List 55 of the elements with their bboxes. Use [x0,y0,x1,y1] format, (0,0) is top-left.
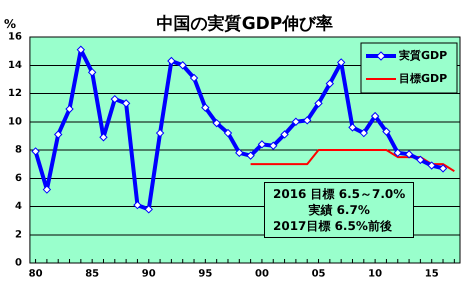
point [122,99,130,108]
point [110,95,119,104]
y-tick-label: 12 [8,88,22,100]
point [54,130,62,138]
point [326,80,334,88]
y-tick-label: 4 [14,201,22,212]
point [133,201,142,210]
point [201,104,210,112]
y-tick-label: 10 [8,116,22,128]
point [416,156,424,164]
point [269,142,278,150]
point [394,148,402,157]
y-axis-title: % [4,17,16,32]
x-tick-label: 95 [198,268,212,280]
point [178,61,187,70]
x-tick-label: 90 [142,268,156,280]
point [371,112,380,120]
x-tick-label: 85 [85,268,100,280]
point [246,152,255,160]
point [439,164,448,172]
y-tick-label: 8 [14,144,22,156]
point [405,150,414,158]
point [190,74,198,82]
legend-label: 実質GDP [398,48,448,62]
chart-title: 中国の実質GDP伸び率 [156,14,334,34]
point [235,148,244,157]
y-tick-label: 2 [14,229,22,240]
x-tick-label: 80 [28,268,43,280]
x-tick-label: 00 [254,268,269,280]
annotation: 実績 6.7% [307,202,371,218]
x-tick-label: 10 [368,268,382,280]
point [428,162,436,170]
point [292,118,300,126]
point [382,128,390,136]
point [360,129,368,138]
x-tick-label: 15 [424,268,439,280]
point [303,116,312,124]
point [32,147,40,156]
annotation: 2016 目標 6.5～7.0% [273,186,406,202]
y-tick-label: 6 [14,172,22,184]
point [224,129,232,138]
point [88,68,96,76]
point [337,58,346,66]
annotation: 2017目標 6.5%前後 [273,218,393,234]
legend-label: 目標GDP [399,72,448,85]
point [212,119,221,128]
x-tick-label: 05 [312,268,326,280]
point [314,99,323,108]
y-tick-label: 16 [8,32,22,43]
point [258,140,266,148]
point [280,130,289,138]
y-tick-label: 14 [8,60,22,71]
point [42,186,51,194]
y-tick-label: 0 [14,258,22,269]
point [66,105,74,114]
